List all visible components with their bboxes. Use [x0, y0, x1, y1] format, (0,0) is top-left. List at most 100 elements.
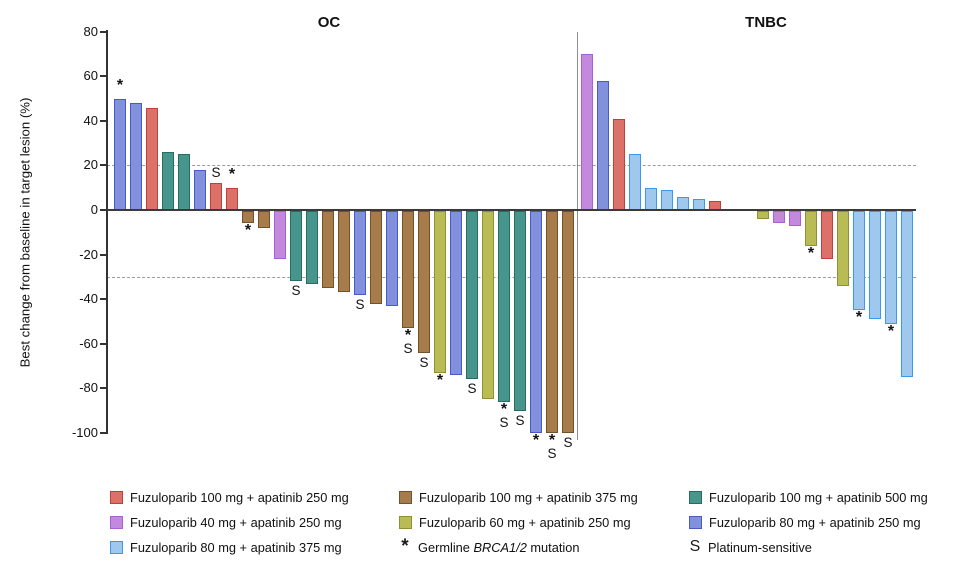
bar — [402, 211, 414, 329]
y-tick — [100, 431, 107, 434]
bar — [869, 211, 881, 320]
y-tick-label: 40 — [83, 112, 98, 128]
bar — [789, 211, 801, 226]
platinum-sensitive-mark: S — [355, 296, 365, 312]
y-axis-line — [106, 30, 108, 434]
bar — [901, 211, 913, 378]
y-tick-label: 60 — [83, 68, 98, 84]
bar — [370, 211, 382, 304]
y-tick — [100, 30, 107, 33]
y-tick — [100, 119, 107, 122]
legend-swatch-red — [110, 490, 123, 504]
legend-item: Fuzuloparib 60 mg + apatinib 250 mg — [399, 514, 631, 530]
platinum-sensitive-mark: S — [563, 434, 573, 450]
y-tick — [100, 75, 107, 78]
bar — [885, 211, 897, 324]
germline-mutation-mark: * — [887, 322, 895, 340]
bar — [530, 211, 542, 433]
legend-label: Fuzuloparib 100 mg + apatinib 375 mg — [419, 489, 638, 505]
bar — [757, 211, 769, 219]
platinum-sensitive-mark: S — [499, 414, 509, 430]
bar — [581, 54, 593, 210]
y-tick-label: 80 — [83, 23, 98, 39]
legend-item: Fuzuloparib 100 mg + apatinib 375 mg — [399, 489, 638, 505]
bar — [386, 211, 398, 306]
asterisk-symbol: * — [401, 536, 409, 557]
platinum-sensitive-mark: S — [211, 165, 221, 181]
bar — [613, 118, 625, 210]
y-tick-label: -20 — [79, 246, 98, 262]
bar — [354, 211, 366, 295]
legend-item: Fuzuloparib 80 mg + apatinib 250 mg — [689, 514, 921, 530]
legend-swatch-purple — [110, 515, 123, 529]
legend-item: Fuzuloparib 100 mg + apatinib 250 mg — [110, 489, 349, 505]
germline-mutation-mark: * — [807, 244, 815, 262]
plot-area: * S * * S S * S S * S * S S * * S S * * * 80 60 40 20 0 -20 -40 -60-… — [71, 23, 916, 460]
bar — [162, 152, 174, 210]
y-tick-label: 20 — [83, 157, 98, 173]
legend-label: Germline BRCA1/2 mutation — [418, 539, 580, 555]
platinum-sensitive-mark: S — [515, 412, 525, 428]
legend-item-germline: * Germline BRCA1/2 mutation — [399, 536, 580, 557]
s-symbol: S — [689, 538, 701, 555]
zero-baseline — [107, 209, 916, 211]
y-tick — [100, 387, 107, 390]
bar — [597, 80, 609, 210]
y-tick-label: -40 — [79, 291, 98, 307]
bar — [773, 211, 785, 224]
bar — [130, 103, 142, 210]
bar — [546, 211, 558, 433]
bar — [661, 189, 673, 210]
y-tick-label: 0 — [90, 202, 98, 217]
legend-label: Fuzuloparib 100 mg + apatinib 500 mg — [709, 489, 928, 505]
panel-title-tnbc: TNBC — [745, 14, 787, 31]
platinum-sensitive-mark: S — [291, 283, 301, 299]
legend-label: Platinum-sensitive — [708, 539, 812, 555]
y-tick — [100, 209, 107, 211]
panel-title-oc: OC — [317, 14, 341, 31]
y-tick — [100, 342, 107, 345]
bar — [677, 196, 689, 210]
germline-mutation-mark: * — [228, 165, 236, 183]
bar — [450, 211, 462, 375]
y-tick-label: -80 — [79, 380, 98, 396]
germline-mutation-mark: * — [116, 76, 124, 94]
bar — [178, 154, 190, 210]
bar — [242, 211, 254, 224]
bar — [274, 211, 286, 259]
y-tick-label: -100 — [71, 424, 98, 440]
bar — [645, 187, 657, 210]
legend-item: Fuzuloparib 80 mg + apatinib 375 mg — [110, 539, 342, 555]
legend-item: Fuzuloparib 100 mg + apatinib 500 mg — [689, 489, 928, 505]
bar — [338, 211, 350, 293]
germline-mutation-mark: * — [500, 400, 508, 418]
legend-swatch-brown — [399, 490, 412, 504]
platinum-sensitive-mark: S — [403, 341, 413, 357]
bar — [114, 98, 126, 210]
germline-mutation-mark: * — [244, 222, 252, 240]
legend-label: Fuzuloparib 60 mg + apatinib 250 mg — [419, 514, 631, 530]
legend-item-platinum: S Platinum-sensitive — [689, 539, 812, 555]
bar — [837, 211, 849, 286]
legend-label: Fuzuloparib 80 mg + apatinib 375 mg — [130, 539, 342, 555]
bar — [146, 107, 158, 210]
bar — [629, 154, 641, 210]
y-tick — [100, 298, 107, 301]
legend-label: Fuzuloparib 100 mg + apatinib 250 mg — [130, 489, 349, 505]
bar — [482, 211, 494, 400]
platinum-sensitive-mark: S — [419, 354, 429, 370]
panel-divider — [577, 32, 578, 440]
bar — [562, 211, 574, 433]
legend-swatch-blue — [689, 515, 702, 529]
reference-line — [107, 165, 916, 167]
bar — [322, 211, 334, 288]
bar — [210, 183, 222, 210]
platinum-sensitive-mark: S — [467, 381, 477, 397]
reference-line — [107, 276, 916, 278]
y-tick-label: -60 — [79, 335, 98, 351]
bar — [498, 211, 510, 402]
bar — [466, 211, 478, 380]
bar — [434, 211, 446, 373]
bar — [514, 211, 526, 411]
bar — [821, 211, 833, 259]
